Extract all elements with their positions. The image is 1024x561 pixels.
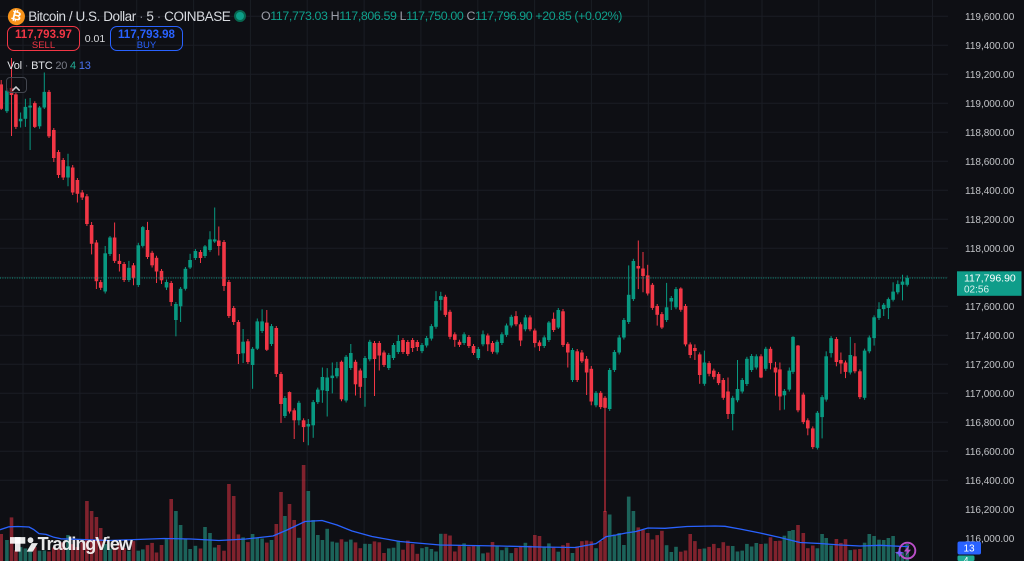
- svg-text:117,400.00: 117,400.00: [965, 331, 1015, 342]
- svg-text:116,600.00: 116,600.00: [965, 447, 1015, 458]
- svg-text:117,000.00: 117,000.00: [965, 389, 1015, 400]
- svg-text:119,200.00: 119,200.00: [965, 70, 1015, 81]
- svg-text:118,200.00: 118,200.00: [965, 215, 1015, 226]
- svg-text:119,600.00: 119,600.00: [965, 12, 1015, 23]
- svg-text:13: 13: [963, 544, 975, 555]
- svg-text:117,600.00: 117,600.00: [965, 302, 1015, 313]
- svg-text:116,200.00: 116,200.00: [965, 505, 1015, 516]
- svg-text:116,800.00: 116,800.00: [965, 418, 1015, 429]
- svg-text:4: 4: [963, 556, 968, 561]
- svg-text:117,796.90: 117,796.90: [964, 273, 1016, 285]
- svg-text:119,000.00: 119,000.00: [965, 99, 1015, 110]
- svg-text:118,600.00: 118,600.00: [965, 157, 1015, 168]
- svg-text:119,400.00: 119,400.00: [965, 41, 1015, 52]
- svg-text:118,000.00: 118,000.00: [965, 244, 1015, 255]
- svg-text:118,800.00: 118,800.00: [965, 128, 1015, 139]
- svg-text:116,400.00: 116,400.00: [965, 476, 1015, 487]
- svg-text:02:56: 02:56: [964, 285, 989, 296]
- svg-text:118,400.00: 118,400.00: [965, 186, 1015, 197]
- svg-text:116,000.00: 116,000.00: [965, 534, 1015, 545]
- svg-text:117,200.00: 117,200.00: [965, 360, 1015, 371]
